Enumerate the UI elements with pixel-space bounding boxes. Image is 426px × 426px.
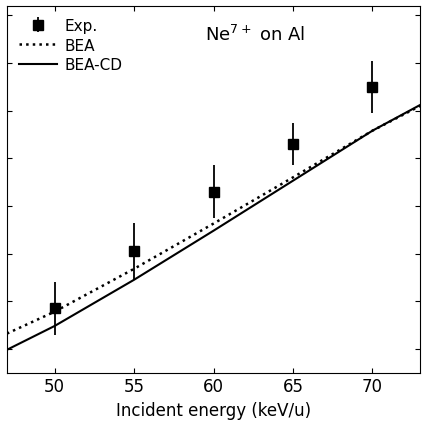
BEA <box>417 104 422 109</box>
BEA-CD <box>4 347 9 352</box>
BEA-CD <box>417 103 422 108</box>
X-axis label: Incident energy (keV/u): Incident energy (keV/u) <box>116 401 310 419</box>
BEA-CD <box>369 129 374 134</box>
Line: BEA: BEA <box>7 106 419 334</box>
Text: Ne$^{7+}$ on Al: Ne$^{7+}$ on Al <box>204 25 304 45</box>
Line: BEA-CD: BEA-CD <box>7 106 419 350</box>
BEA <box>4 331 9 337</box>
BEA-CD <box>52 324 57 329</box>
BEA <box>369 129 374 134</box>
BEA-CD <box>210 229 216 234</box>
BEA-CD <box>131 278 136 283</box>
BEA <box>210 222 216 227</box>
BEA <box>131 267 136 272</box>
Legend: Exp., BEA, BEA-CD: Exp., BEA, BEA-CD <box>14 14 127 78</box>
BEA-CD <box>290 179 295 184</box>
BEA <box>290 176 295 181</box>
BEA <box>52 309 57 314</box>
